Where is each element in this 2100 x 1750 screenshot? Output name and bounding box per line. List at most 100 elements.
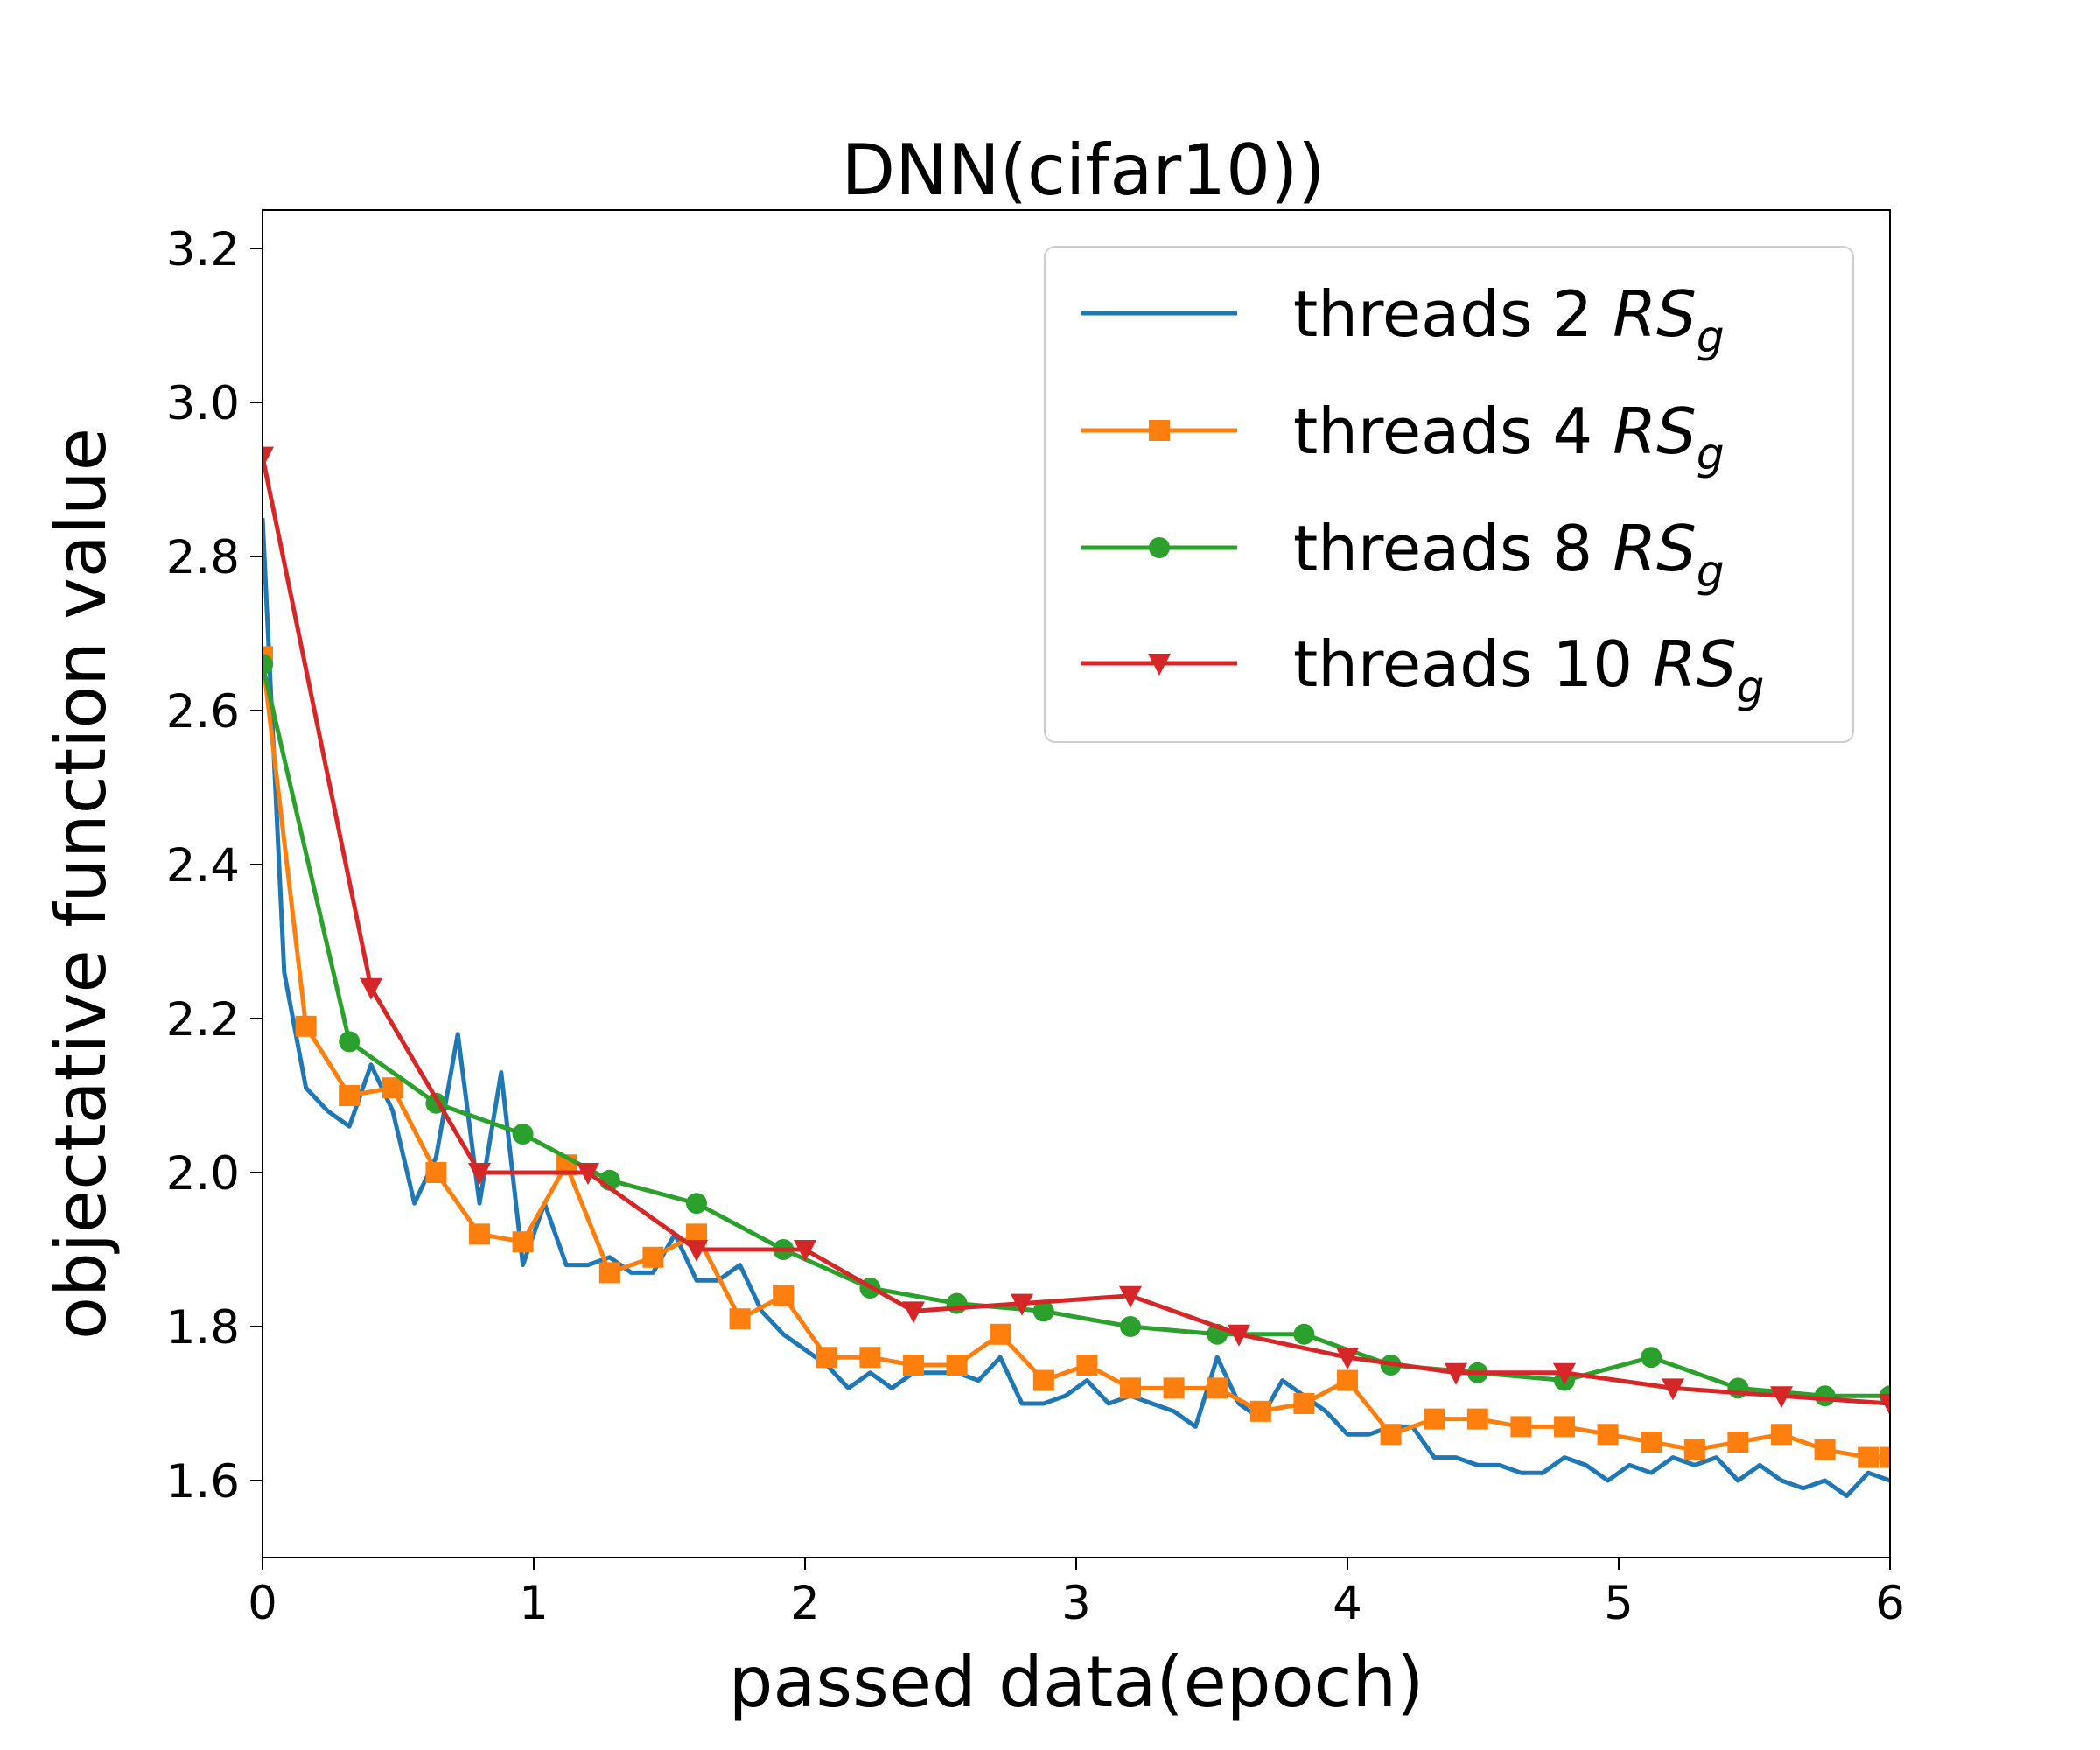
- data-point: [1727, 1377, 1749, 1399]
- data-point: [1814, 1385, 1836, 1407]
- legend-label: threads 2 RSg: [1293, 277, 1725, 362]
- x-tick-label: 1: [519, 1577, 549, 1630]
- data-point: [1293, 1393, 1315, 1414]
- data-point: [729, 1308, 751, 1330]
- data-point: [1011, 1293, 1033, 1316]
- x-tick-label: 2: [790, 1577, 820, 1630]
- legend-item: threads 4 RSg: [1082, 395, 1725, 480]
- data-point: [1424, 1408, 1446, 1430]
- data-point: [512, 1231, 534, 1253]
- x-tick-label: 0: [248, 1577, 277, 1630]
- series-line: [262, 517, 1890, 1499]
- data-point: [1032, 1300, 1054, 1322]
- data-point: [512, 1124, 534, 1144]
- legend-label-subscript: g: [1737, 662, 1765, 712]
- data-point: [1553, 1362, 1576, 1385]
- data-point: [642, 1246, 664, 1268]
- data-point: [1466, 1408, 1488, 1430]
- data-point: [794, 1240, 816, 1262]
- y-tick-label: 3.2: [166, 223, 240, 276]
- legend-label-subscript: g: [1697, 546, 1725, 597]
- data-point: [1814, 1438, 1836, 1460]
- data-point: [1880, 1446, 1890, 1468]
- data-point: [382, 1077, 403, 1099]
- data-point: [360, 977, 382, 1000]
- data-point: [1120, 1316, 1141, 1337]
- data-point: [1662, 1378, 1684, 1401]
- legend-label-subscript: g: [1697, 429, 1725, 480]
- x-tick-label: 6: [1875, 1577, 1905, 1630]
- data-point: [1119, 1285, 1142, 1308]
- x-tick-label: 5: [1604, 1577, 1634, 1630]
- legend-label-rs: RS: [1613, 512, 1697, 585]
- y-tick-label: 2.0: [166, 1147, 240, 1200]
- data-point: [816, 1347, 837, 1368]
- legend-label-text: threads 10: [1293, 627, 1653, 701]
- data-point: [1207, 1377, 1228, 1399]
- legend-label-text: threads 8: [1293, 512, 1613, 585]
- data-point: [685, 1240, 708, 1262]
- data-point: [1641, 1347, 1662, 1368]
- x-tick-label: 4: [1333, 1577, 1362, 1630]
- series-threads-4: [262, 646, 1890, 1468]
- data-point: [262, 446, 274, 469]
- data-point: [1510, 1416, 1532, 1438]
- y-axis-label: objectative function value: [40, 428, 122, 1340]
- data-point: [903, 1354, 924, 1376]
- data-point: [1337, 1369, 1358, 1391]
- series-line: [262, 663, 1890, 1398]
- y-axis: 1.6 1.8 2.0 2.2 2.4 2.6 2.8 3.0 3.2: [166, 223, 262, 1508]
- data-point: [1380, 1424, 1402, 1446]
- data-point: [1770, 1386, 1793, 1409]
- series-layer: [262, 446, 1890, 1499]
- data-point: [468, 1163, 491, 1185]
- data-point: [1879, 1394, 1890, 1416]
- legend-item: threads 8 RSg: [1082, 512, 1725, 597]
- data-point: [859, 1347, 881, 1368]
- data-point: [1120, 1377, 1141, 1399]
- y-tick-label: 1.8: [166, 1301, 240, 1354]
- data-point: [339, 1085, 360, 1106]
- data-point: [1684, 1438, 1705, 1460]
- legend-item: threads 2 RSg: [1082, 277, 1725, 362]
- y-tick-label: 2.2: [166, 993, 240, 1046]
- data-point: [1336, 1348, 1359, 1370]
- legend-item: threads 10 RSg: [1082, 627, 1764, 712]
- data-point: [339, 1031, 360, 1053]
- data-point: [1858, 1446, 1880, 1468]
- chart-title: DNN(cifar10)): [841, 130, 1325, 211]
- y-tick-label: 1.6: [166, 1455, 240, 1508]
- x-tick-label: 3: [1061, 1577, 1091, 1630]
- data-point: [990, 1323, 1012, 1345]
- data-point: [686, 1193, 707, 1214]
- legend-label-rs: RS: [1613, 277, 1697, 351]
- data-point: [425, 1162, 447, 1183]
- legend-label-rs: RS: [1653, 627, 1737, 701]
- y-tick-label: 2.8: [166, 531, 240, 584]
- data-point: [946, 1292, 968, 1314]
- data-point: [1727, 1432, 1749, 1452]
- data-point: [902, 1301, 925, 1324]
- y-tick-label: 2.4: [166, 839, 240, 892]
- legend-label-rs: RS: [1613, 395, 1697, 468]
- series-threads-2: [262, 517, 1890, 1499]
- data-point: [1163, 1377, 1185, 1399]
- data-point: [1597, 1424, 1619, 1446]
- y-tick-label: 3.0: [166, 377, 240, 430]
- data-point: [469, 1223, 490, 1245]
- x-axis-label: passed data(epoch): [729, 1642, 1424, 1723]
- legend-label: threads 10 RSg: [1293, 627, 1764, 712]
- data-point: [598, 1262, 620, 1284]
- legend-label-text: threads 4: [1293, 395, 1613, 468]
- legend-label-text: threads 2: [1293, 277, 1613, 351]
- y-tick-label: 2.6: [166, 685, 240, 738]
- legend-marker: [1149, 537, 1170, 558]
- data-point: [1554, 1416, 1575, 1438]
- legend-label-subscript: g: [1697, 312, 1725, 362]
- data-point: [295, 1015, 317, 1037]
- series-threads-10: [262, 446, 1890, 1416]
- data-point: [1032, 1369, 1054, 1391]
- legend-marker: [1148, 654, 1171, 676]
